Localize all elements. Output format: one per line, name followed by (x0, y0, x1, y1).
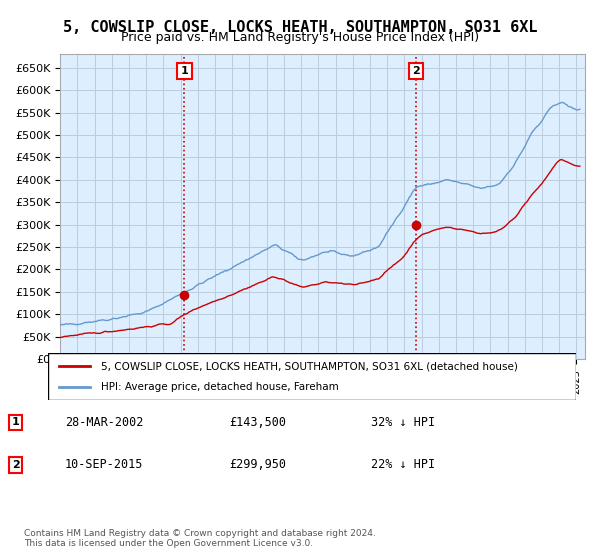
Text: 1: 1 (12, 417, 20, 427)
Text: 2: 2 (12, 460, 20, 470)
Text: 32% ↓ HPI: 32% ↓ HPI (371, 416, 434, 429)
Text: £143,500: £143,500 (229, 416, 286, 429)
Text: £299,950: £299,950 (229, 459, 286, 472)
Text: 5, COWSLIP CLOSE, LOCKS HEATH, SOUTHAMPTON, SO31 6XL: 5, COWSLIP CLOSE, LOCKS HEATH, SOUTHAMPT… (63, 20, 537, 35)
FancyBboxPatch shape (48, 353, 576, 400)
Text: 5, COWSLIP CLOSE, LOCKS HEATH, SOUTHAMPTON, SO31 6XL (detached house): 5, COWSLIP CLOSE, LOCKS HEATH, SOUTHAMPT… (101, 361, 518, 371)
Text: HPI: Average price, detached house, Fareham: HPI: Average price, detached house, Fare… (101, 382, 338, 392)
Text: 1: 1 (181, 66, 188, 76)
Text: 28-MAR-2002: 28-MAR-2002 (65, 416, 143, 429)
Text: This data is licensed under the Open Government Licence v3.0.: This data is licensed under the Open Gov… (24, 539, 313, 548)
Text: Price paid vs. HM Land Registry's House Price Index (HPI): Price paid vs. HM Land Registry's House … (121, 31, 479, 44)
Text: 2: 2 (412, 66, 420, 76)
Text: Contains HM Land Registry data © Crown copyright and database right 2024.: Contains HM Land Registry data © Crown c… (24, 529, 376, 538)
Text: 10-SEP-2015: 10-SEP-2015 (65, 459, 143, 472)
Text: 22% ↓ HPI: 22% ↓ HPI (371, 459, 434, 472)
